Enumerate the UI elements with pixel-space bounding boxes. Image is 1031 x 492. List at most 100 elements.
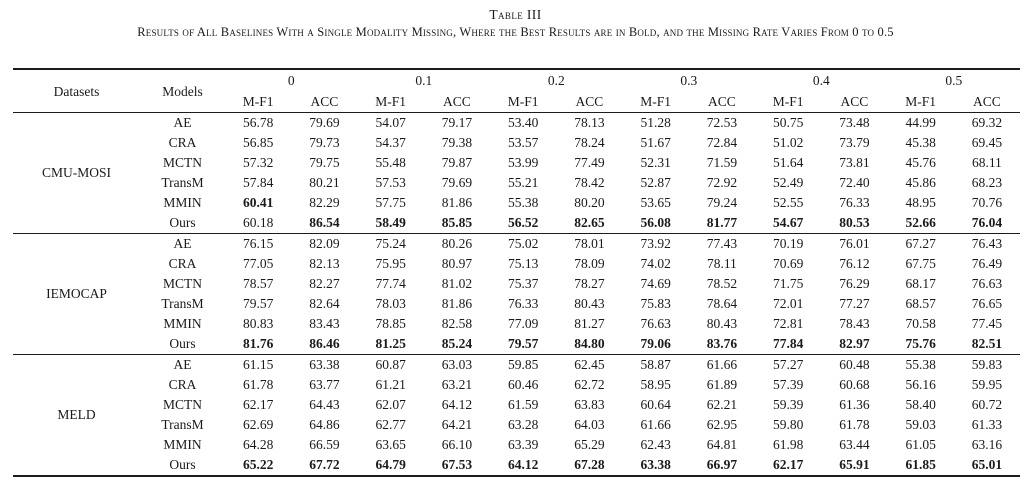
metric-value: 86.46 [309, 336, 340, 351]
metric-value: 63.38 [291, 354, 358, 375]
metric-value: 79.38 [441, 135, 473, 150]
table-row: IEMOCAP AE 76.15 82.09 75.24 80.26 75.02 78.01 7… [13, 233, 1020, 355]
metric-value: 70.76 [971, 195, 1003, 210]
table-row: MMIN 60.41 82.29 57.75 81.86 55.38 80.20 53.65 7… [13, 193, 1020, 213]
metric-value: 60.87 [357, 354, 424, 375]
metric-value: 52.31 [640, 155, 671, 170]
metric-value: 59.85 [490, 354, 557, 375]
metric-value: 81.77 [706, 215, 738, 230]
dataset-label: MELD [13, 354, 140, 476]
metric-value: 55.21 [507, 175, 539, 190]
metric-value: 78.43 [839, 316, 870, 331]
metric-value: 76.15 [225, 233, 292, 254]
metric-value: 81.25 [375, 336, 406, 351]
metric-value: 55.38 [887, 354, 954, 375]
missing-rate-header: 0.2 [547, 73, 565, 88]
metric-value: 77.45 [971, 316, 1003, 331]
model-label: MMIN [163, 316, 202, 331]
metric-value: 66.10 [441, 437, 473, 452]
table-title: Table III [489, 7, 542, 22]
metric-value: 76.43 [953, 233, 1020, 254]
metric-value: 76.65 [971, 296, 1003, 311]
table-row: MCTN 62.17 64.43 62.07 64.12 61.59 63.83 60.64 6… [13, 395, 1020, 415]
metric-value: 50.75 [755, 112, 822, 133]
metric-value: 48.95 [905, 195, 936, 210]
metric-value: 68.17 [905, 276, 936, 291]
metric-value: 77.49 [574, 155, 605, 170]
metric-value: 82.13 [309, 256, 340, 271]
metric-value: 83.43 [309, 316, 340, 331]
metric-value: 75.83 [640, 296, 671, 311]
metric-value: 73.79 [839, 135, 870, 150]
metric-value: 76.01 [821, 233, 888, 254]
table-row: TransM 79.57 82.64 78.03 81.86 76.33 80.43 75.8… [13, 294, 1020, 314]
table-row: TransM 57.84 80.21 57.53 79.69 55.21 78.42 52.8… [13, 173, 1020, 193]
table-header: Datasets Models 0 0.1 0.2 0.3 0.4 0.5 M-… [13, 69, 1020, 113]
metric-value: 61.59 [507, 397, 539, 412]
metric-value: 62.95 [706, 417, 738, 432]
metric-value: 45.86 [905, 175, 936, 190]
model-label: MCTN [162, 276, 202, 291]
metric-header-acc: ACC [556, 91, 623, 113]
model-label: AE [140, 112, 225, 133]
metric-value: 71.59 [706, 155, 738, 170]
metric-value: 75.37 [507, 276, 539, 291]
metric-value: 57.27 [755, 354, 822, 375]
metric-value: 79.17 [423, 112, 490, 133]
metric-value: 85.85 [441, 215, 473, 230]
metric-value: 60.72 [971, 397, 1003, 412]
metric-value: 51.67 [640, 135, 671, 150]
model-label: TransM [161, 175, 204, 190]
metric-value: 76.29 [839, 276, 870, 291]
metric-value: 59.80 [772, 417, 804, 432]
metric-value: 68.23 [971, 175, 1003, 190]
paper-page: Table III Results of All Baselines With … [0, 7, 1031, 492]
table-row: CRA 56.85 79.73 54.37 79.38 53.57 78.24 51.67 72… [13, 133, 1020, 153]
metric-value: 61.89 [706, 377, 738, 392]
metric-value: 66.59 [309, 437, 340, 452]
model-label: Ours [169, 336, 196, 351]
metric-value: 62.45 [556, 354, 623, 375]
column-header-models: Models [162, 83, 203, 99]
missing-rate-header: 0.1 [415, 73, 433, 88]
metric-value: 64.43 [309, 397, 340, 412]
header-rates-row: Datasets Models 0 0.1 0.2 0.3 0.4 0.5 [13, 69, 1020, 99]
metric-value: 64.21 [441, 417, 473, 432]
metric-value: 82.27 [309, 276, 340, 291]
metric-value: 55.48 [375, 155, 406, 170]
metric-value: 80.20 [574, 195, 605, 210]
metric-value: 78.24 [574, 135, 605, 150]
model-label: MMIN [163, 195, 202, 210]
metric-value: 78.27 [574, 276, 605, 291]
metric-header-mf1: M-F1 [887, 91, 954, 113]
metric-value: 86.54 [309, 215, 340, 230]
metric-value: 62.21 [706, 397, 738, 412]
model-label: MCTN [162, 397, 202, 412]
header-metrics-row: M-F1 ACC M-F1 ACC M-F1 ACC M-F1 ACC M-F1… [13, 91, 1020, 113]
metric-value: 67.27 [887, 233, 954, 254]
metric-value: 71.75 [772, 276, 804, 291]
metric-value: 55.38 [507, 195, 539, 210]
metric-value: 77.09 [507, 316, 539, 331]
metric-value: 82.65 [574, 215, 605, 230]
metric-value: 81.27 [574, 316, 605, 331]
metric-value: 80.97 [441, 256, 473, 271]
metric-value: 51.02 [772, 135, 804, 150]
metric-value: 53.40 [490, 112, 557, 133]
metric-value: 60.64 [640, 397, 671, 412]
metric-value: 76.63 [971, 276, 1003, 291]
metric-header-acc: ACC [291, 91, 358, 113]
metric-value: 63.21 [441, 377, 473, 392]
model-label: AE [140, 354, 225, 375]
metric-value: 74.69 [640, 276, 671, 291]
metric-value: 61.78 [242, 377, 274, 392]
metric-value: 56.78 [225, 112, 292, 133]
metric-header-acc: ACC [423, 91, 490, 113]
metric-value: 75.95 [375, 256, 406, 271]
metric-value: 81.02 [441, 276, 473, 291]
metric-value: 77.05 [242, 256, 274, 271]
metric-value: 61.85 [905, 457, 936, 472]
metric-value: 51.28 [622, 112, 689, 133]
metric-value: 65.29 [574, 437, 605, 452]
metric-value: 78.13 [556, 112, 623, 133]
